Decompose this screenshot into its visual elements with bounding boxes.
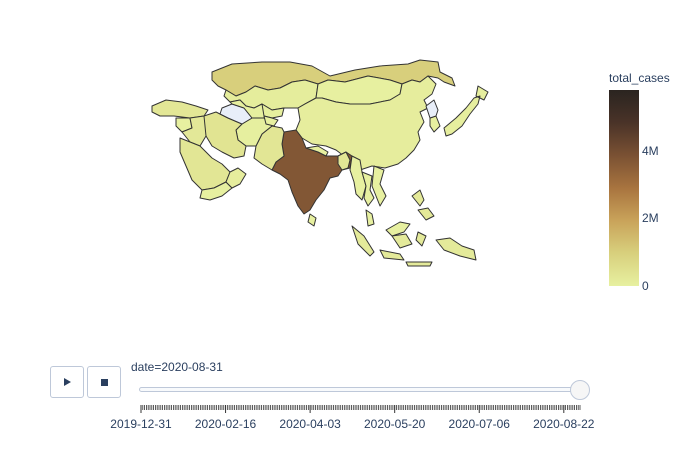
colorbar-gradient bbox=[609, 90, 639, 286]
country-thailand[interactable] bbox=[361, 171, 375, 207]
slider-tick-label: 2020-02-16 bbox=[194, 417, 257, 431]
country-turkey[interactable] bbox=[151, 99, 209, 119]
country-sri-lanka[interactable] bbox=[307, 213, 317, 227]
colorbar-title: total_cases bbox=[609, 71, 670, 85]
country-myanmar[interactable] bbox=[349, 155, 367, 201]
country-malaysia[interactable] bbox=[365, 209, 411, 237]
country-china[interactable] bbox=[295, 75, 437, 171]
country-bangladesh[interactable] bbox=[337, 151, 351, 171]
slider-tick-label: 2020-04-03 bbox=[279, 417, 341, 431]
country-vietnam[interactable] bbox=[371, 165, 387, 207]
country-indonesia[interactable] bbox=[351, 225, 477, 267]
slider-tick-label: 2020-05-20 bbox=[363, 417, 426, 431]
colorbar-tick-label: 4M bbox=[642, 143, 659, 158]
asia-choropleth-map bbox=[151, 59, 489, 267]
stop-icon bbox=[100, 378, 108, 386]
slider-tick-label: 2020-08-22 bbox=[533, 417, 595, 431]
slider-rail[interactable] bbox=[139, 387, 582, 392]
slider-tick-label: 2020-07-06 bbox=[448, 417, 510, 431]
stop-button[interactable] bbox=[87, 366, 121, 398]
play-icon bbox=[63, 378, 71, 386]
country-tajikistan[interactable] bbox=[263, 115, 279, 127]
country-north-korea[interactable] bbox=[425, 99, 439, 119]
country-oman[interactable] bbox=[225, 167, 247, 189]
country-japan[interactable] bbox=[443, 85, 489, 137]
colorbar-tick-label: 0 bbox=[642, 279, 649, 293]
country-nepal[interactable] bbox=[305, 145, 329, 157]
play-button[interactable] bbox=[50, 366, 84, 398]
country-pakistan[interactable] bbox=[253, 125, 285, 171]
country-south-korea[interactable] bbox=[429, 115, 441, 133]
slider-current-value: date=2020-08-31 bbox=[131, 360, 223, 374]
colorbar-tick-label: 2M bbox=[642, 211, 659, 226]
country-yemen[interactable] bbox=[199, 181, 233, 201]
country-philippines[interactable] bbox=[411, 189, 435, 221]
slider-handle[interactable] bbox=[570, 380, 590, 400]
slider-tick-label: 2019-12-31 bbox=[110, 417, 172, 431]
